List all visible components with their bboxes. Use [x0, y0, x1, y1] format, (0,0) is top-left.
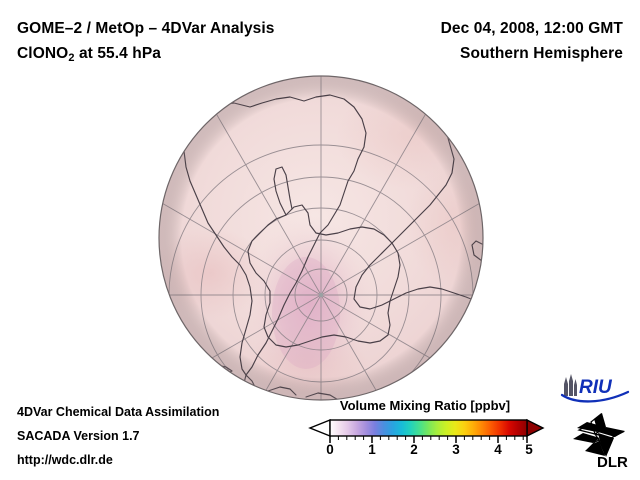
footer-method-label: 4DVar Chemical Data Assimilation	[17, 405, 220, 419]
species-line: ClONO2 at 55.4 hPa	[17, 41, 347, 71]
coastline-upper-limb-right	[395, 76, 431, 86]
globe-map	[158, 75, 484, 401]
colorbar-high-arrow-cap	[526, 418, 545, 438]
riu-swoosh-icon	[560, 390, 630, 403]
riu-logo: RIU	[560, 374, 630, 403]
colorbar-low-arrow-cap	[308, 418, 331, 438]
coastline-africa-east	[463, 92, 483, 132]
colorbar-major-ticks	[329, 436, 528, 443]
footer-left-block: 4DVar Chemical Data Assimilation SACADA …	[17, 400, 219, 472]
globe-svg	[158, 75, 484, 401]
species-name: ClONO	[17, 45, 69, 62]
coastline-tierra-del-fuego	[247, 396, 263, 400]
coastline-madagascar	[481, 170, 483, 214]
colorbar-tick-labels: 0 1 2 3 4 5	[300, 442, 550, 462]
timestamp-label: Dec 04, 2008, 12:00 GMT	[440, 20, 623, 37]
south-pole-marker	[319, 293, 323, 297]
colorbar-tick-label-4: 4	[494, 442, 502, 457]
colorbar-minor-ticks	[337, 436, 524, 440]
colorbar-tick-label-5: 5	[525, 442, 533, 457]
riu-wordmark: RIU	[579, 377, 613, 398]
header-left-block: GOME–2 / MetOp – 4DVar Analysis ClONO2 a…	[17, 16, 347, 71]
limb-shading	[159, 76, 483, 400]
colorbar-title: Volume Mixing Ratio [ppbv]	[339, 398, 511, 413]
footer-version-label: SACADA Version 1.7	[17, 429, 140, 443]
analysis-title: GOME–2 / MetOp – 4DVar Analysis	[17, 20, 275, 37]
dlr-wordmark: DLR	[597, 454, 628, 470]
species-level: at 55.4 hPa	[74, 45, 162, 62]
colorbar: Volume Mixing Ratio [ppbv]	[300, 398, 550, 468]
dlr-logo: DLR	[573, 412, 628, 470]
colorbar-tick-label-2: 2	[410, 442, 418, 457]
footer-url-link[interactable]: http://wdc.dlr.de	[17, 453, 113, 467]
hemisphere-label: Southern Hemisphere	[460, 45, 623, 62]
colorbar-gradient-bar	[329, 419, 528, 437]
header-right-block: Dec 04, 2008, 12:00 GMT Southern Hemisph…	[343, 16, 623, 66]
colorbar-tick-label-1: 1	[368, 442, 376, 457]
colorbar-tick-label-3: 3	[452, 442, 460, 457]
globe-limb-outline	[158, 75, 484, 401]
dlr-pinwheel-solid	[573, 413, 625, 457]
species-subscript: 2	[68, 52, 75, 64]
colorbar-tick-label-0: 0	[326, 442, 334, 457]
riu-spires-icon	[564, 374, 577, 396]
colorbar-graphic	[308, 418, 545, 443]
